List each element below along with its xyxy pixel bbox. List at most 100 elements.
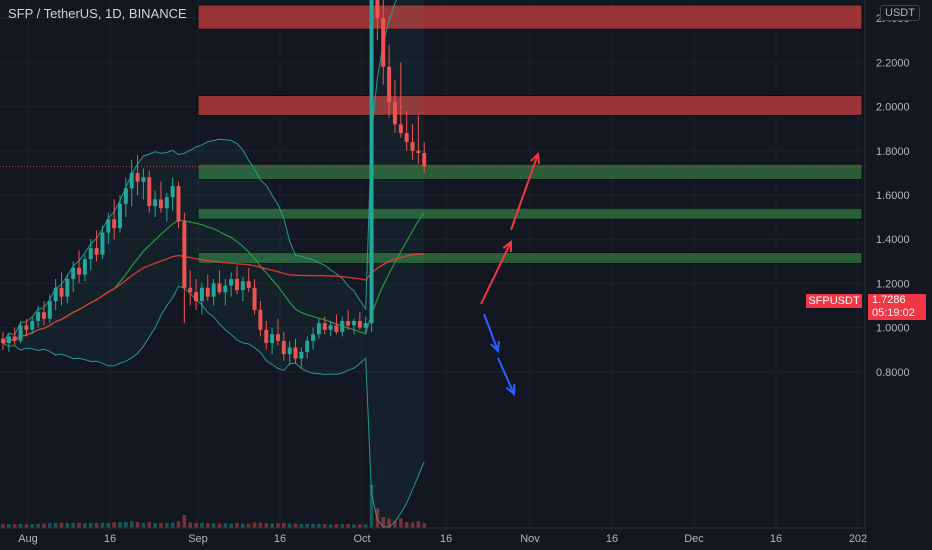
y-tick-label: 1.4000 (876, 234, 910, 246)
volume-bar (100, 522, 105, 528)
volume-bar (352, 524, 356, 528)
y-tick-label: 1.8000 (876, 146, 910, 158)
volume-bar (241, 523, 245, 528)
volume-bar (59, 522, 64, 528)
volume-bar (205, 523, 210, 528)
volume-bar (328, 524, 333, 528)
volume-bar (211, 523, 216, 528)
volume-bar (112, 522, 116, 528)
volume-bar (188, 522, 192, 528)
candle-body (299, 351, 304, 359)
volume-bar (346, 524, 350, 528)
volume-bar (246, 523, 251, 528)
volume-bar (77, 522, 81, 528)
volume-bar (65, 523, 70, 528)
arrow-down-to-zone-5-head (505, 383, 516, 397)
y-tick-label: 2.0000 (876, 102, 910, 114)
candle-body (258, 309, 263, 330)
volume-bar (410, 522, 415, 528)
candle-body (129, 172, 134, 189)
volume-bar (375, 508, 380, 528)
volume-bar (287, 523, 292, 528)
candle-body (322, 323, 327, 330)
x-tick-label: Oct (353, 533, 370, 545)
volume-bar (340, 524, 345, 528)
volume-bar (258, 522, 263, 528)
volume-bar (299, 524, 304, 528)
candle-body (346, 320, 351, 326)
bollinger-lower-line (2, 285, 425, 528)
volume-bar (106, 522, 111, 528)
candle-body (158, 199, 163, 209)
volume-bar (141, 522, 146, 528)
candle-body (293, 347, 298, 359)
volume-bar (153, 523, 157, 528)
volume-bar (276, 523, 280, 528)
candle-body (118, 203, 122, 229)
volume-bar (369, 484, 374, 528)
candle-body (316, 323, 321, 335)
candle-body (41, 312, 46, 319)
y-tick-label: 1.2000 (876, 278, 910, 290)
quote-unit-badge[interactable]: USDT (880, 5, 920, 21)
candle-body (36, 312, 41, 321)
candle-body (147, 177, 152, 207)
time-axis-panel (0, 528, 865, 550)
volume-bar (235, 523, 239, 528)
volume-bar (317, 524, 321, 528)
candle-body (392, 102, 397, 125)
volume-bar (363, 524, 368, 528)
candle-body (211, 283, 216, 297)
candle-body (182, 221, 187, 288)
ma-red-line (2, 253, 425, 344)
candle-body (194, 292, 199, 302)
candle-body (281, 340, 286, 355)
x-tick-label: Nov (520, 533, 540, 545)
volume-bar (270, 523, 274, 528)
chart-title: SFP / TetherUS, 1D, BINANCE (8, 6, 187, 21)
x-tick-label: Aug (18, 533, 38, 545)
volume-bar (36, 523, 40, 528)
candle-body (334, 325, 339, 333)
volume-bar (252, 522, 257, 528)
candle-body (77, 267, 82, 275)
volume-bar (229, 523, 233, 528)
candle-body (381, 18, 386, 67)
candle-body (311, 334, 316, 341)
support-zone (197, 163, 863, 181)
candle-body (416, 150, 421, 154)
last-price-value: 1.7286 (872, 294, 906, 306)
volume-bar (71, 522, 75, 528)
volume-bar (118, 522, 122, 528)
candle-body (6, 336, 11, 344)
candle-body (123, 188, 128, 204)
candle-body (112, 219, 117, 229)
candle-body (387, 66, 392, 103)
volume-bar (124, 522, 128, 528)
candle-body (106, 219, 111, 233)
volume-bar (293, 523, 298, 528)
candle-body (352, 320, 356, 326)
candle-body (170, 186, 175, 198)
volume-bar (264, 523, 269, 528)
arrow-up-to-zone-2 (480, 241, 512, 305)
support-zone (197, 207, 863, 220)
candle-body (82, 259, 87, 275)
candle-body (24, 325, 29, 330)
candle-body (422, 153, 427, 167)
candle-body (275, 334, 280, 341)
candle-body (217, 283, 222, 293)
volume-bar (18, 523, 23, 528)
x-tick-label: 16 (104, 533, 116, 545)
candle-body (164, 197, 169, 209)
symbol-price-tag: SFPUSDT (806, 294, 862, 308)
y-tick-label: 1.6000 (876, 190, 910, 202)
candle-body (264, 329, 269, 344)
volume-bar (311, 523, 315, 528)
volume-bar (182, 515, 187, 528)
candle-body (287, 347, 292, 355)
candle-body (205, 287, 210, 297)
candle-body (404, 133, 409, 142)
volume-bar (94, 522, 99, 528)
